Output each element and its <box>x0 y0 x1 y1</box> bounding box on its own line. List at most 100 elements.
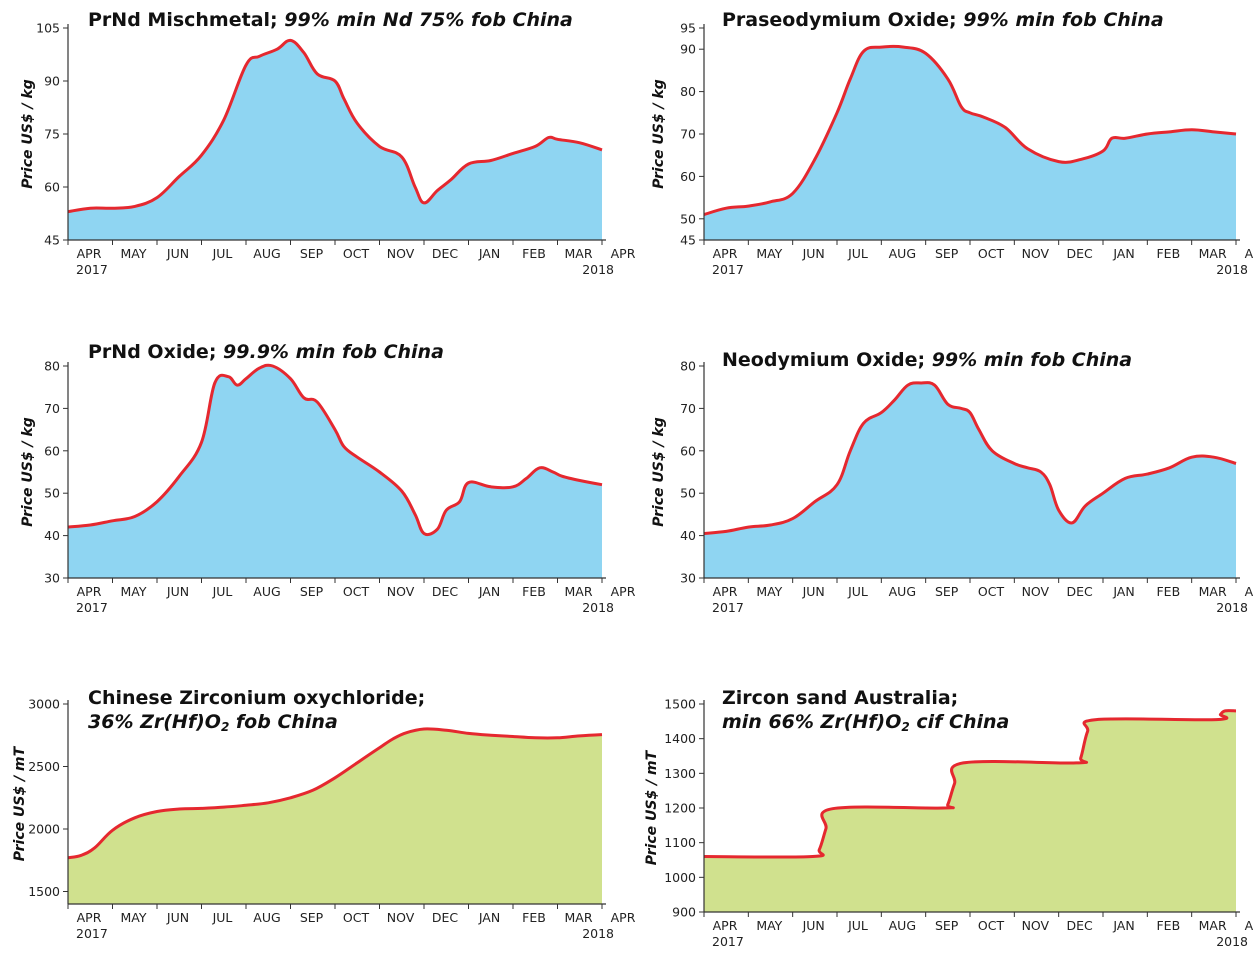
price-line <box>703 381 1237 535</box>
y-axis-label: Price US$ / mT <box>12 745 28 861</box>
year-label-start: 2017 <box>712 600 744 615</box>
price-line <box>703 709 1237 859</box>
x-tick-label: MAY <box>120 910 146 925</box>
y-tick-label: 40 <box>44 528 60 543</box>
chart-plot: 30 40 50 60 70 80 APR MAY JUN JUL AUG SEP OCT NOV DEC J… <box>651 359 1253 616</box>
y-tick-label: 50 <box>680 486 696 501</box>
chart-title-main: Praseodymium Oxide; <box>722 9 964 31</box>
y-tick-label: 60 <box>680 443 696 458</box>
x-tick-label: NOV <box>387 910 415 925</box>
x-tick-label: JUN <box>166 246 189 261</box>
y-tick-label: 1400 <box>664 731 696 746</box>
chart-plot: 45 60 75 90 105 APR MAY JUN JUL AUG SEP OCT NOV DEC JA… <box>20 21 636 278</box>
x-tick-label: NOV <box>1022 584 1050 599</box>
x-tick-label: MAR <box>564 910 592 925</box>
x-tick-label: SEP <box>300 584 324 599</box>
y-tick-label: 40 <box>680 528 696 543</box>
y-tick-label: 50 <box>44 486 60 501</box>
x-tick-label: JAN <box>478 910 500 925</box>
y-tick-label: 1100 <box>664 835 696 850</box>
price-line <box>703 44 1237 217</box>
x-tick-label: SEP <box>300 246 324 261</box>
x-tick-label: NOV <box>387 246 415 261</box>
x-tick-label: JUL <box>212 910 233 925</box>
x-tick-label: SEP <box>300 910 324 925</box>
x-tick-label: MAY <box>120 584 146 599</box>
chart-title: PrNd Oxide; 99.9% min fob China <box>88 340 444 364</box>
x-tick-label: JAN <box>1112 246 1134 261</box>
x-tick-label: MAY <box>120 246 146 261</box>
x-tick-label: JUN <box>166 910 189 925</box>
chart-plot: 900 1000 1100 1200 1300 1400 1500 APR MAY JUN JUL A… <box>644 697 1253 950</box>
y-axis-label: Price US$ / kg <box>651 417 667 527</box>
chart-title: Neodymium Oxide; 99% min fob China <box>722 348 1132 372</box>
y-axis-label: Price US$ / mT <box>644 749 660 865</box>
x-tick-label: DEC <box>1067 584 1094 599</box>
x-tick-label: NOV <box>1022 918 1050 933</box>
y-tick-label: 1500 <box>28 884 60 899</box>
year-label-end: 2018 <box>582 926 614 941</box>
y-tick-label: 80 <box>680 359 696 374</box>
x-tick-label: JUL <box>212 246 233 261</box>
x-tick-label: FEB <box>1156 918 1180 933</box>
chart-title-main: Chinese Zirconium oxychloride; <box>88 687 426 709</box>
x-tick-label: MAY <box>756 246 782 261</box>
year-label-end: 2018 <box>582 600 614 615</box>
x-tick-label: APR <box>611 910 636 925</box>
x-tick-label: JUN <box>802 246 825 261</box>
x-tick-label: APR <box>77 584 102 599</box>
x-tick-label: JUN <box>802 584 825 599</box>
chart-prnd-oxide: 30 40 50 60 70 80 APR MAY JUN JUL AUG SEP OCT NOV DEC J… <box>0 330 636 630</box>
x-tick-label: JUN <box>802 918 825 933</box>
y-tick-label: 50 <box>680 211 696 226</box>
y-tick-label: 45 <box>44 233 60 248</box>
y-tick-label: 80 <box>44 359 60 374</box>
x-tick-label: APR <box>1245 584 1253 599</box>
year-label-start: 2017 <box>76 600 108 615</box>
x-tick-label: FEB <box>1156 246 1180 261</box>
x-tick-label: FEB <box>522 246 546 261</box>
y-tick-label: 70 <box>44 401 60 416</box>
year-label-end: 2018 <box>582 262 614 277</box>
x-tick-label: MAY <box>756 918 782 933</box>
chart-title-subscript: 2 <box>220 720 230 734</box>
year-label-start: 2017 <box>712 262 744 277</box>
y-tick-label: 1200 <box>664 801 696 816</box>
y-tick-label: 90 <box>44 74 60 89</box>
y-axis-label: Price US$ / kg <box>20 79 36 189</box>
chart-title-spec: 99.9% min fob China <box>223 341 444 363</box>
chart-title-spec: 99% min fob China <box>963 9 1164 31</box>
x-tick-label: AUG <box>253 910 280 925</box>
y-tick-label: 2500 <box>28 759 60 774</box>
x-tick-label: OCT <box>343 246 370 261</box>
chart-title-subscript: 2 <box>901 720 910 734</box>
year-label-end: 2018 <box>1216 934 1248 949</box>
x-tick-label: NOV <box>387 584 415 599</box>
x-tick-label: FEB <box>1156 584 1180 599</box>
y-tick-label: 30 <box>44 571 60 586</box>
chart-title-main: PrNd Oxide; <box>88 341 224 363</box>
year-label-end: 2018 <box>1216 262 1248 277</box>
area-fill <box>68 728 602 904</box>
x-tick-label: MAR <box>1199 584 1227 599</box>
x-tick-label: JUL <box>212 584 233 599</box>
chart-plot: 30 40 50 60 70 80 APR MAY JUN JUL AUG SEP OCT NOV DEC J… <box>20 359 636 616</box>
chart-neodymium-oxide: 30 40 50 60 70 80 APR MAY JUN JUL AUG SEP OCT NOV DEC J… <box>636 330 1253 630</box>
x-tick-label: APR <box>1245 246 1253 261</box>
chart-plot: 45 50 60 70 80 90 95 APR MAY JUN JUL AUG SEP OCT NOV DE… <box>651 21 1253 278</box>
x-tick-label: OCT <box>343 910 370 925</box>
x-tick-label: APR <box>713 584 738 599</box>
chart-title-tail: cif China <box>909 711 1010 733</box>
y-tick-label: 30 <box>680 571 696 586</box>
x-tick-label: FEB <box>522 910 546 925</box>
x-tick-label: AUG <box>889 918 916 933</box>
x-tick-label: DEC <box>1067 918 1094 933</box>
x-tick-label: APR <box>77 246 102 261</box>
price-line <box>67 363 603 537</box>
area-fill <box>68 365 602 578</box>
y-axis-label: Price US$ / kg <box>20 417 36 527</box>
x-tick-label: JUL <box>847 918 868 933</box>
area-fill <box>68 40 602 240</box>
chart-title-tail: fob China <box>229 711 338 733</box>
